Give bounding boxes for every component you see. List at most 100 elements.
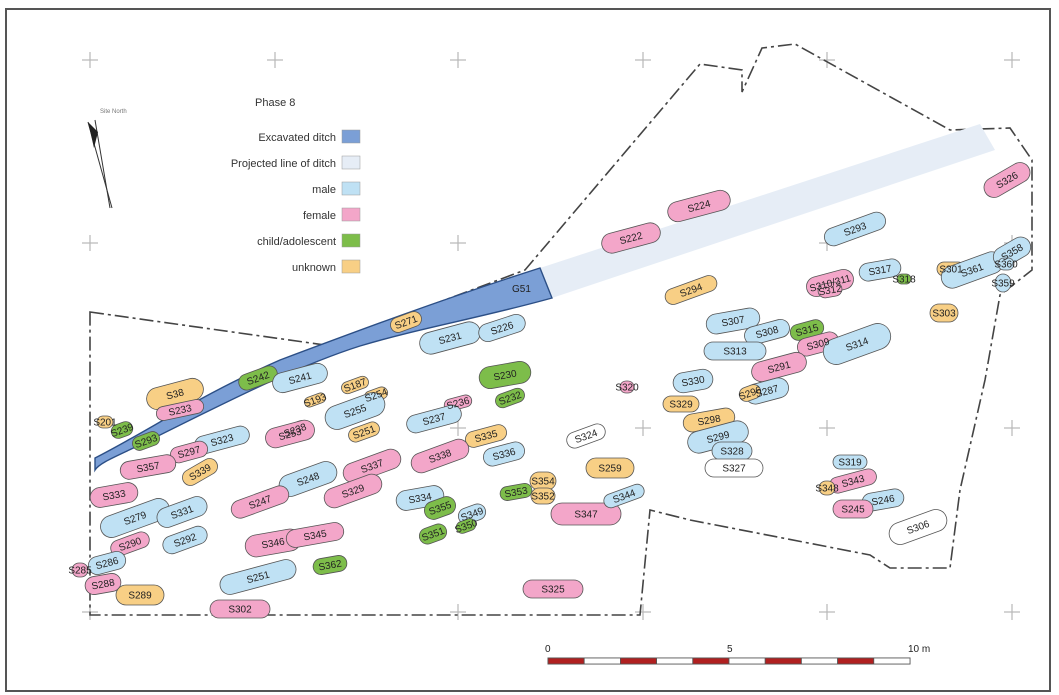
scale-segment [692,657,730,665]
graves-layer [71,162,1032,619]
grave-cut [522,579,584,599]
scale-bar: 0 5 10 m [545,644,930,665]
grave-cut [424,496,456,520]
grid-crosses [82,52,1020,620]
legend-label: child/adolescent [257,236,336,248]
grave-cut [832,454,868,470]
grave-label: S288 [91,577,116,592]
grave-label: S345 [303,528,328,543]
grave-label: S201 [93,418,117,429]
ditch-label: G51 [512,284,531,295]
scale-segment [764,657,802,665]
grave-label: S320 [615,383,639,394]
grave-cut [817,281,843,299]
grave-label: S348 [815,484,839,495]
legend-label: male [312,184,336,196]
legend-swatch [341,155,361,170]
grave-label: S298 [697,413,722,428]
grave-label: S307 [721,314,746,329]
grave-cut [230,485,290,519]
grave-label: S289 [128,591,152,602]
grave-cut [156,496,208,528]
grave-label: S246 [871,493,896,508]
grave-cut [115,584,165,606]
legend-title: Phase 8 [255,97,295,109]
grave-cut [119,454,177,480]
grave-cut [455,518,477,534]
grave-label: S357 [136,460,161,475]
scale-label-5: 5 [727,644,733,655]
grave-label: S359 [991,279,1015,290]
grave-cut [96,415,114,429]
legend-label: Excavated ditch [258,132,336,144]
grave-label: S325 [541,585,565,596]
grave-cut [478,360,532,390]
grave-label: S259 [598,464,622,475]
scale-label-10: 10 m [908,644,930,655]
grave-cut [603,483,645,509]
grave-label: S330 [681,374,706,389]
grave-cut [324,392,386,430]
grave-cut [410,438,470,474]
scale-segment [728,657,766,665]
grave-label: S303 [932,309,956,320]
grave-cut [585,457,635,479]
grave-label: S245 [841,505,865,516]
grave-cut [132,431,160,451]
grave-label: S318 [892,275,916,286]
grave-cut [303,392,327,408]
legend-swatch [341,233,361,248]
grave-cut [209,599,271,619]
grave-label: S350 [453,518,479,536]
grave-cut [662,395,700,413]
grave-cut [499,483,533,501]
grave-label: S285 [68,566,92,577]
north-label: Site North [100,109,127,115]
grave-cut [238,365,278,391]
grave-cut [219,559,297,595]
grave-cut [483,441,525,467]
grave-cut [619,380,635,394]
grave-label: S346 [261,536,286,551]
grave-cut [672,368,714,394]
grave-cut [323,473,383,509]
grave-cut [89,482,139,508]
grave-cut [418,523,448,545]
grave-label: S319 [838,458,862,469]
legend-swatch [341,207,361,222]
grave-label: S312 [818,283,843,298]
grave-cut [832,499,874,519]
grave-cut [994,273,1012,293]
grave-label: S362 [318,558,343,573]
grave-cut [87,551,127,575]
grave-cut [110,421,134,439]
grave-cut [751,351,807,383]
legend-label: unknown [292,262,336,274]
grave-label: S333 [102,488,127,503]
grave-cut [495,387,525,409]
grave-cut [822,323,892,365]
legend: Phase 8 Excavated ditch Projected line of… [231,97,361,274]
grave-cut [100,498,170,538]
grave-cut [888,509,948,545]
grave-cut [272,362,328,394]
grave-cut [84,573,122,595]
excavation-boundary [89,43,1033,616]
grave-cut [530,487,556,505]
grave-cut [704,458,764,478]
grave-label: S360 [994,260,1018,271]
grave-label: S38 [165,387,185,402]
grave-label: S313 [723,347,747,358]
grave-cut [312,555,348,575]
scale-segment [547,657,585,665]
legend-label: female [303,210,336,222]
grave-cut [406,404,462,434]
grave-label: S187 [342,377,368,395]
grave-label: S233 [168,403,194,419]
scale-label-0: 0 [545,644,551,655]
legend-label: Projected line of ditch [231,158,336,170]
grave-cut [896,273,912,285]
grave-cut [155,399,205,421]
